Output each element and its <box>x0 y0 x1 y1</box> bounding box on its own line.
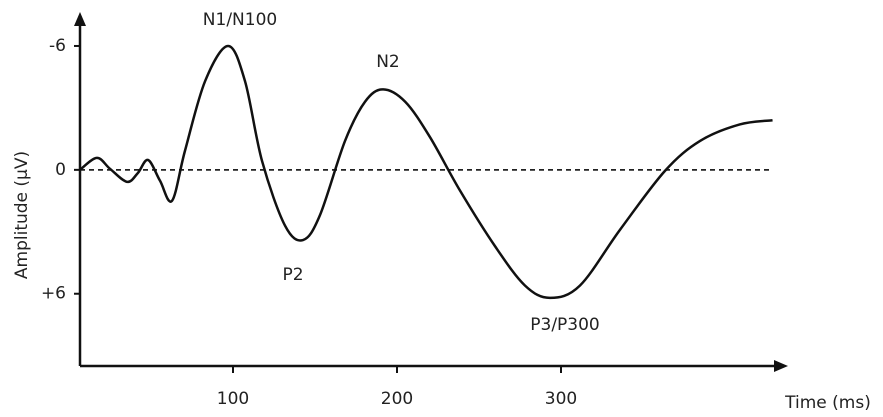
peak-label: P3/P300 <box>530 315 600 335</box>
x-axis-label: Time (ms) <box>784 393 871 413</box>
peak-label: N1/N100 <box>203 10 277 30</box>
peak-label: N2 <box>376 52 400 72</box>
peak-label: P2 <box>282 265 303 285</box>
x-tick-label: 300 <box>545 389 577 409</box>
y-tick-label: -6 <box>49 36 66 56</box>
waveform <box>79 44 773 300</box>
x-tick-label: 200 <box>381 389 413 409</box>
y-tick-label: +6 <box>41 284 66 304</box>
y-axis-arrow <box>74 12 86 26</box>
x-axis-arrow <box>774 360 788 372</box>
y-tick-label: 0 <box>55 160 66 180</box>
x-tick-label: 100 <box>217 389 249 409</box>
y-axis-label: Amplitude (µV) <box>12 151 32 279</box>
